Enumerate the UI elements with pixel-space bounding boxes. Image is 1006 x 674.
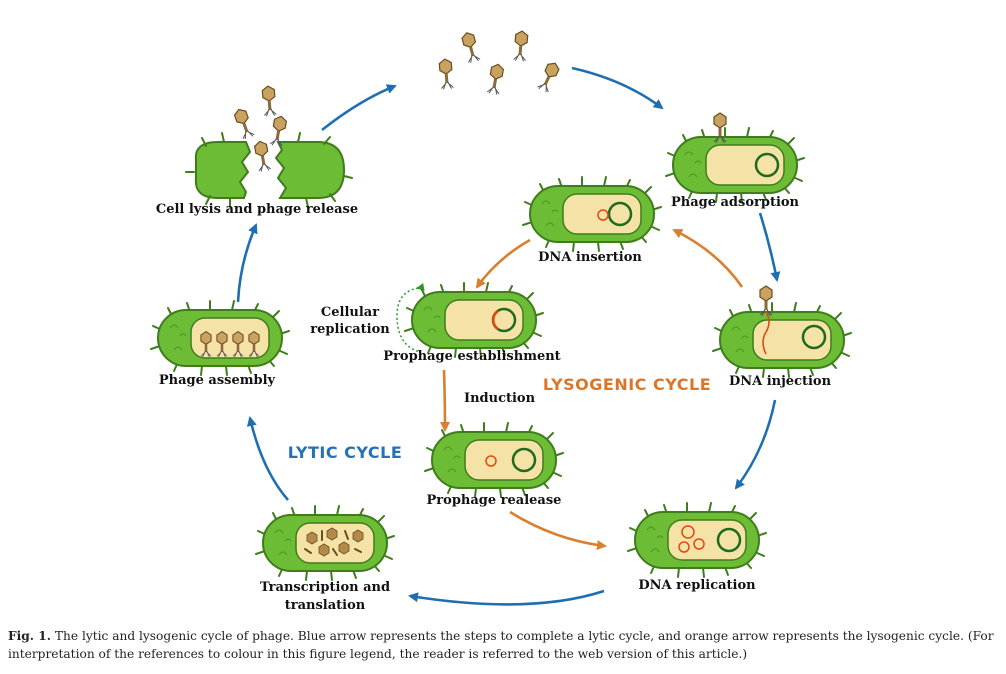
arrow-adsorption-to-injection (758, 212, 781, 282)
label-cell-lysis: Cell lysis and phage release (156, 202, 358, 217)
label-cellular-2: replication (310, 322, 390, 337)
label-phage-adsorption: Phage adsorption (671, 195, 800, 210)
lysogenic-arrows (439, 228, 744, 551)
caption-fig-label: Fig. 1. (8, 629, 52, 643)
arrow-release-to-free-phage (321, 84, 397, 132)
cellular-replication-loop (396, 282, 425, 353)
arrow-induction (439, 369, 450, 432)
arrow-assembly-to-lysis (236, 223, 258, 303)
label-phage-assembly: Phage assembly (159, 373, 276, 388)
prophage-establishment-cell (404, 282, 544, 358)
label-dna-insertion: DNA insertion (538, 250, 642, 265)
caption-text: The lytic and lysogenic cycle of phage. … (8, 629, 994, 661)
arrow-injection-to-replication (734, 399, 777, 490)
label-transcription-1: Transcription and (260, 580, 390, 595)
label-prophage-release: Prophage realease (427, 493, 562, 508)
arrow-insertion-to-establishment (475, 238, 531, 289)
lysogenic-cycle-title: LYSOGENIC CYCLE (543, 375, 711, 394)
dna-replication-cell (627, 502, 767, 578)
arrow-injection-to-insertion (672, 228, 744, 288)
dna-insertion-cell (522, 176, 662, 252)
prophage-release-cell (424, 422, 564, 498)
lytic-arrows (236, 66, 781, 606)
label-prophage-establishment: Prophage establishment (383, 349, 560, 364)
label-dna-replication: DNA replication (638, 578, 756, 593)
transcription-cell (255, 505, 395, 581)
dna-injection-cell (712, 285, 852, 378)
label-cellular-1: Cellular (321, 305, 379, 320)
cell-lysis-cells (185, 84, 353, 208)
phage-assembly-cell (150, 300, 290, 376)
label-transcription-2: translation (285, 598, 366, 610)
free-phages (438, 29, 562, 96)
label-dna-injection: DNA injection (729, 374, 832, 389)
phage-adsorption-cell (665, 112, 805, 203)
arrow-release-to-replication (509, 510, 607, 551)
label-induction: Induction (464, 391, 536, 406)
arrow-transcription-to-assembly (246, 416, 289, 501)
phage-cycle-diagram: Phage adsorption DNA injection DNA repli… (150, 29, 852, 610)
arrow-free-phage-to-adsorption (571, 66, 664, 110)
lytic-cycle-title: LYTIC CYCLE (288, 443, 403, 462)
figure-caption: Fig. 1. The lytic and lysogenic cycle of… (8, 627, 998, 663)
arrow-replication-to-transcription (408, 589, 605, 606)
